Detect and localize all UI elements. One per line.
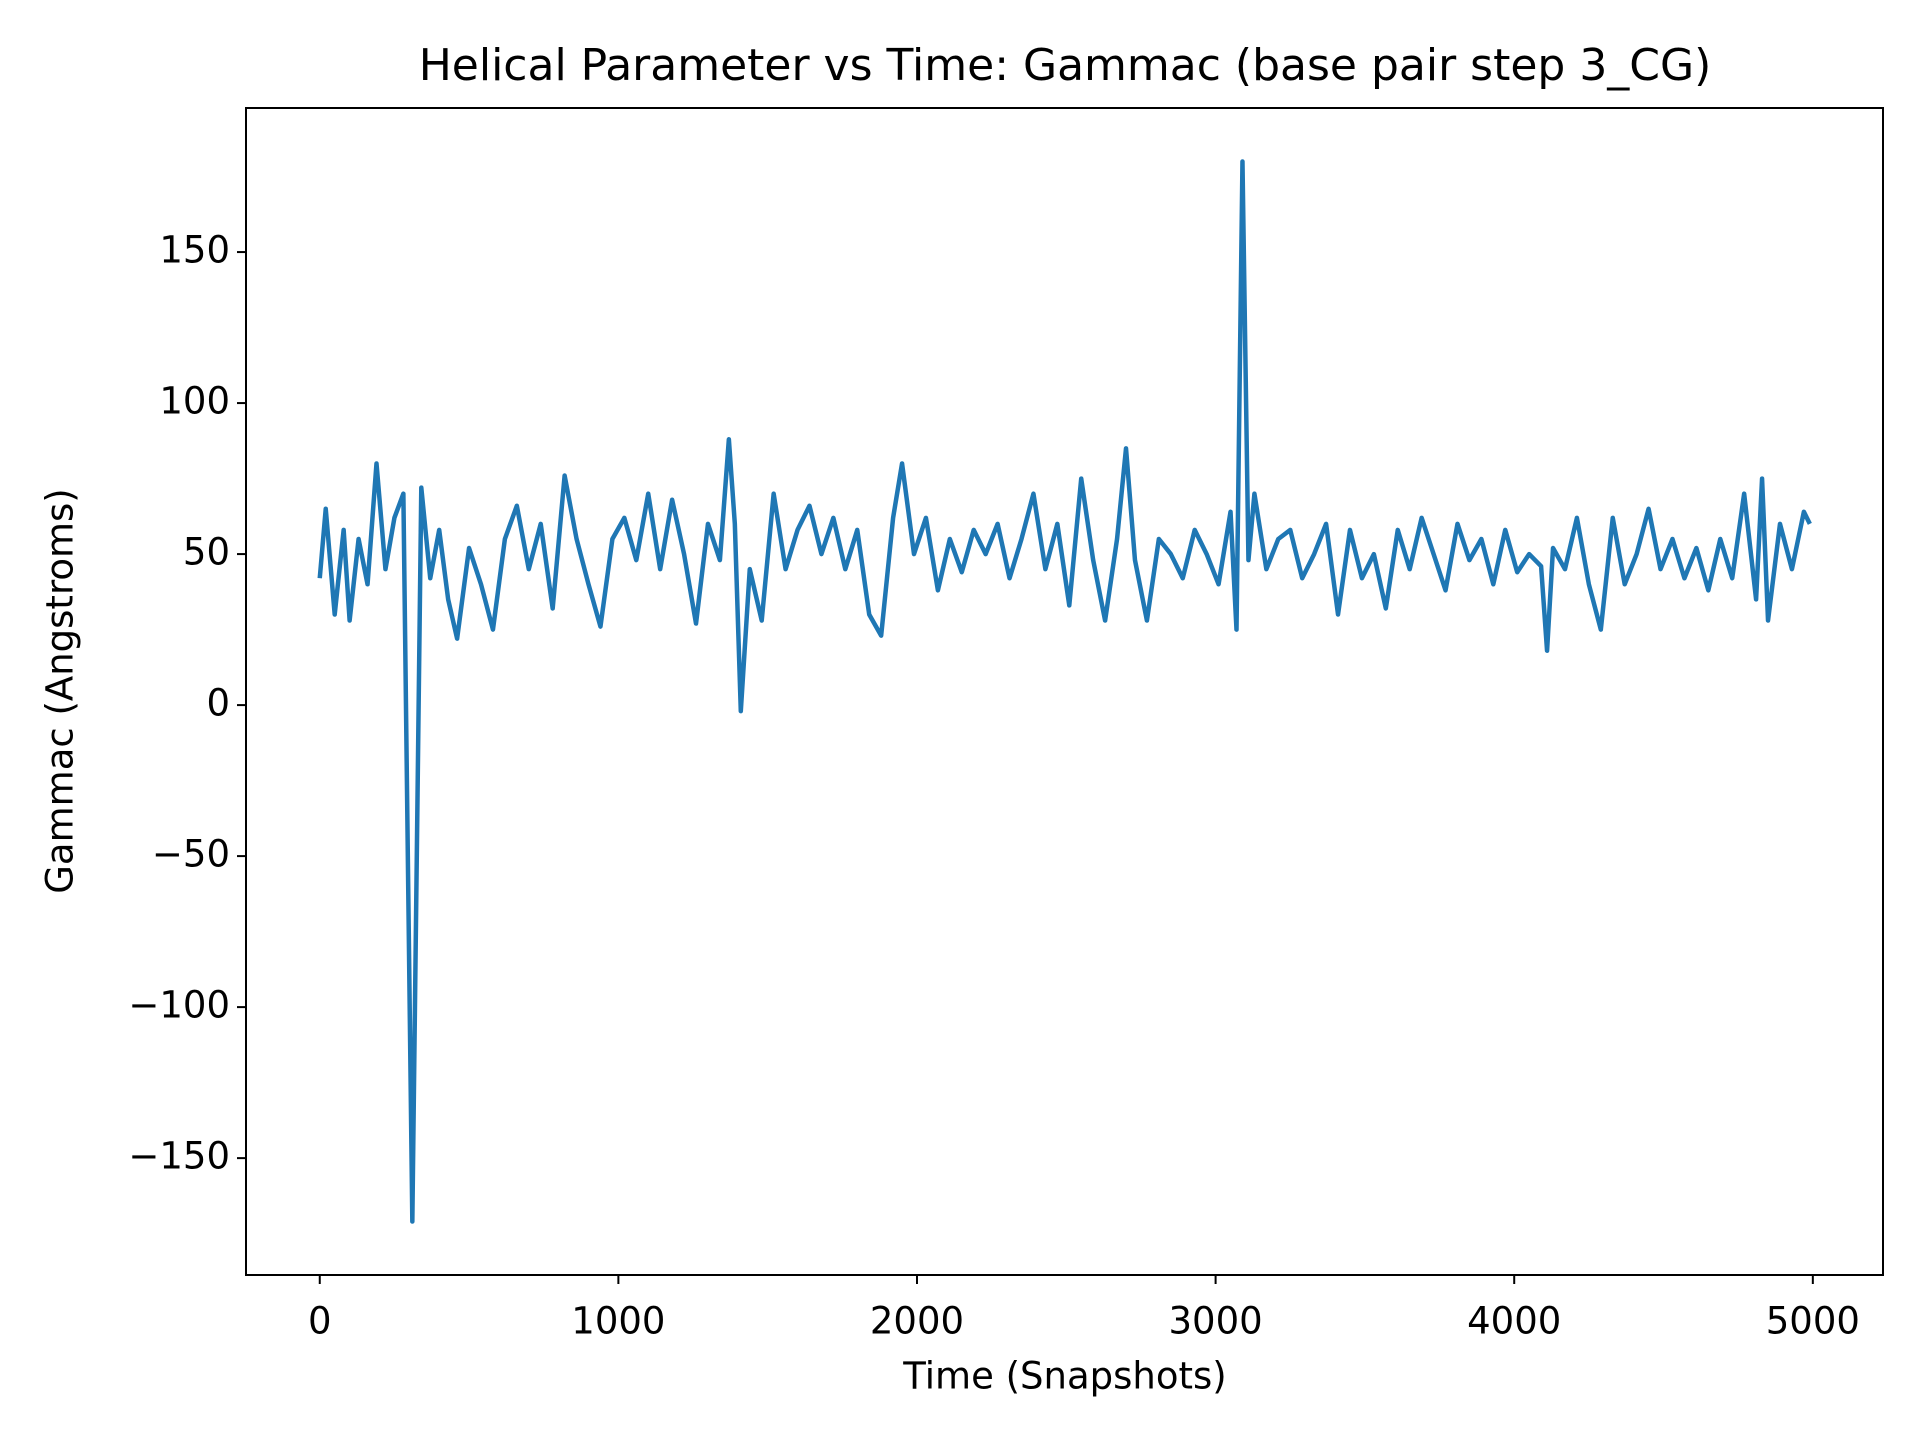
x-tick-label: 0	[308, 1300, 332, 1343]
y-tick-label: 50	[183, 531, 230, 574]
x-axis-label: Time (Snapshots)	[902, 1355, 1226, 1398]
x-tick-label: 4000	[1467, 1300, 1561, 1343]
x-tick-label: 1000	[571, 1300, 665, 1343]
y-tick-label: 0	[206, 682, 230, 725]
y-tick-label: −50	[152, 833, 230, 876]
data-line	[317, 159, 1812, 1224]
x-tick-label: 2000	[870, 1300, 964, 1343]
y-tick-label: −100	[128, 984, 230, 1027]
x-tick-label: 3000	[1169, 1300, 1263, 1343]
plot-frame	[245, 107, 1884, 1276]
y-tick-label: −150	[128, 1135, 230, 1178]
y-tick-label: 100	[159, 380, 230, 423]
y-tick-label: 150	[159, 229, 230, 272]
chart-title: Helical Parameter vs Time: Gammac (base …	[419, 40, 1712, 91]
y-axis-label: Gammac (Angstroms)	[39, 488, 82, 893]
x-tick-label: 5000	[1766, 1300, 1860, 1343]
